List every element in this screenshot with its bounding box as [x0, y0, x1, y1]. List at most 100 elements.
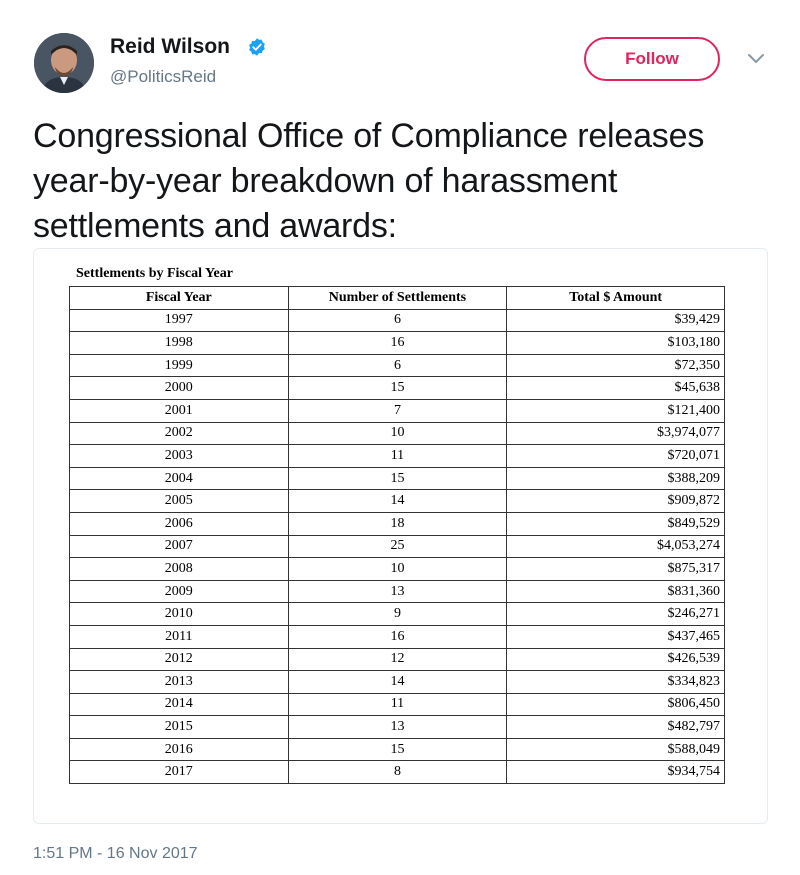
cell-number-of-settlements: 12	[287, 647, 508, 672]
cell-number-of-settlements: 11	[287, 692, 508, 717]
tweet-text: Congressional Office of Compliance relea…	[33, 117, 705, 245]
cell-fiscal-year: 2000	[69, 376, 289, 400]
table-row: 2013 14 $334,823	[69, 670, 725, 694]
table-row: 2010 9 $246,271	[69, 602, 725, 626]
cell-number-of-settlements: 13	[287, 715, 508, 739]
cell-fiscal-year: 1998	[69, 331, 289, 355]
cell-total-amount: $909,872	[506, 489, 725, 513]
cell-fiscal-year: 2015	[69, 715, 289, 739]
cell-fiscal-year: 2006	[69, 511, 289, 536]
cell-number-of-settlements: 13	[287, 579, 508, 604]
cell-fiscal-year: 2002	[69, 421, 289, 446]
cell-fiscal-year: 2011	[69, 624, 289, 649]
cell-total-amount: $388,209	[506, 466, 725, 491]
cell-total-amount: $246,271	[506, 602, 725, 626]
cell-fiscal-year: 2004	[69, 466, 289, 491]
chevron-down-icon[interactable]	[747, 53, 765, 65]
column-header-number-of-settlements: Number of Settlements	[287, 286, 508, 310]
table-row: 2016 15 $588,049	[69, 737, 725, 762]
cell-number-of-settlements: 10	[287, 557, 508, 581]
cell-total-amount: $426,539	[506, 647, 725, 672]
table-row: 2011 16 $437,465	[69, 624, 725, 649]
cell-total-amount: $482,797	[506, 715, 725, 739]
cell-total-amount: $121,400	[506, 398, 725, 423]
cell-number-of-settlements: 15	[287, 737, 508, 762]
cell-total-amount: $806,450	[506, 692, 725, 717]
table-row: 2000 15 $45,638	[69, 376, 725, 400]
cell-total-amount: $334,823	[506, 670, 725, 694]
verified-badge-icon	[249, 38, 265, 56]
cell-number-of-settlements: 15	[287, 466, 508, 491]
timestamp[interactable]: 1:51 PM - 16 Nov 2017	[33, 845, 198, 862]
cell-number-of-settlements: 25	[287, 534, 508, 559]
cell-fiscal-year: 2016	[69, 737, 289, 762]
table-row: 2007 25 $4,053,274	[69, 534, 725, 559]
cell-number-of-settlements: 16	[287, 624, 508, 649]
cell-number-of-settlements: 14	[287, 489, 508, 513]
cell-total-amount: $588,049	[506, 737, 725, 762]
table-header-row: Fiscal Year Number of Settlements Total …	[69, 286, 725, 310]
column-header-total-amount: Total $ Amount	[506, 286, 725, 310]
table-row: 2005 14 $909,872	[69, 489, 725, 513]
cell-fiscal-year: 2001	[69, 398, 289, 423]
cell-fiscal-year: 2010	[69, 602, 289, 626]
table-row: 2003 11 $720,071	[69, 444, 725, 468]
table-row: 1998 16 $103,180	[69, 331, 725, 355]
cell-fiscal-year: 2003	[69, 444, 289, 468]
table-row: 2004 15 $388,209	[69, 466, 725, 491]
table-row: 2008 10 $875,317	[69, 557, 725, 581]
tweet-media-image[interactable]: Settlements by Fiscal Year Fiscal Year N…	[33, 248, 768, 824]
cell-number-of-settlements: 11	[287, 444, 508, 468]
table-row: 1999 6 $72,350	[69, 353, 725, 378]
avatar[interactable]	[34, 33, 94, 93]
table-row: 2006 18 $849,529	[69, 511, 725, 536]
table-body: 1997 6 $39,429 1998 16 $103,180 1999 6 $72,350 20…	[69, 308, 725, 785]
table-row: 2001 7 $121,400	[69, 398, 725, 423]
cell-total-amount: $849,529	[506, 511, 725, 536]
table-row: 2009 13 $831,360	[69, 579, 725, 604]
table-row: 2015 13 $482,797	[69, 715, 725, 739]
document-title: Settlements by Fiscal Year	[76, 266, 233, 281]
settlements-table: Fiscal Year Number of Settlements Total …	[69, 286, 725, 785]
cell-fiscal-year: 2013	[69, 670, 289, 694]
cell-fiscal-year: 1997	[69, 308, 289, 333]
follow-button[interactable]: Follow	[584, 37, 720, 81]
cell-number-of-settlements: 7	[287, 398, 508, 423]
cell-fiscal-year: 2009	[69, 579, 289, 604]
cell-number-of-settlements: 15	[287, 376, 508, 400]
cell-fiscal-year: 2007	[69, 534, 289, 559]
cell-total-amount: $3,974,077	[506, 421, 725, 446]
cell-total-amount: $720,071	[506, 444, 725, 468]
cell-total-amount: $103,180	[506, 331, 725, 355]
cell-total-amount: $72,350	[506, 353, 725, 378]
cell-total-amount: $45,638	[506, 376, 725, 400]
table-row: 2017 8 $934,754	[69, 760, 725, 785]
cell-total-amount: $4,053,274	[506, 534, 725, 559]
cell-fiscal-year: 2014	[69, 692, 289, 717]
cell-number-of-settlements: 18	[287, 511, 508, 536]
cell-number-of-settlements: 9	[287, 602, 508, 626]
cell-total-amount: $437,465	[506, 624, 725, 649]
cell-fiscal-year: 2005	[69, 489, 289, 513]
cell-total-amount: $934,754	[506, 760, 725, 785]
cell-number-of-settlements: 6	[287, 308, 508, 333]
cell-fiscal-year: 2017	[69, 760, 289, 785]
cell-total-amount: $39,429	[506, 308, 725, 333]
table-row: 1997 6 $39,429	[69, 308, 725, 333]
cell-total-amount: $831,360	[506, 579, 725, 604]
column-header-fiscal-year: Fiscal Year	[69, 286, 289, 310]
cell-number-of-settlements: 6	[287, 353, 508, 378]
author-name[interactable]: Reid Wilson	[110, 35, 230, 58]
cell-number-of-settlements: 16	[287, 331, 508, 355]
author-handle[interactable]: @PoliticsReid	[110, 67, 217, 86]
table-row: 2012 12 $426,539	[69, 647, 725, 672]
table-row: 2002 10 $3,974,077	[69, 421, 725, 446]
cell-number-of-settlements: 8	[287, 760, 508, 785]
cell-fiscal-year: 2008	[69, 557, 289, 581]
cell-total-amount: $875,317	[506, 557, 725, 581]
table-row: 2014 11 $806,450	[69, 692, 725, 717]
cell-fiscal-year: 1999	[69, 353, 289, 378]
cell-number-of-settlements: 10	[287, 421, 508, 446]
cell-fiscal-year: 2012	[69, 647, 289, 672]
cell-number-of-settlements: 14	[287, 670, 508, 694]
